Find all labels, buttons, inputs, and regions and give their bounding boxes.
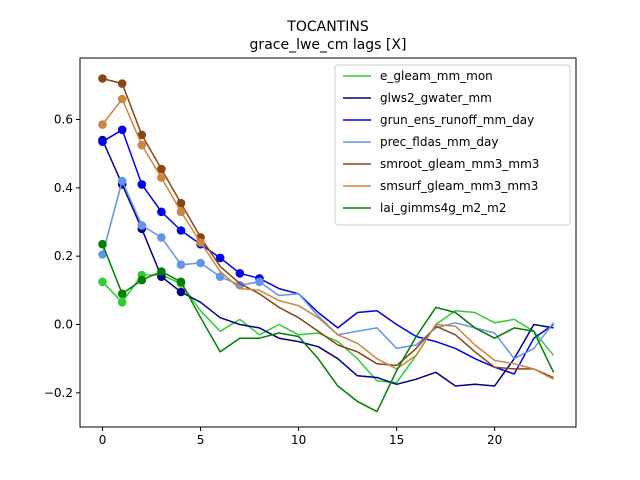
- data-point-e_gleam_mm_mon: [98, 277, 107, 287]
- y-tick-label: 0.0: [54, 318, 73, 332]
- legend: e_gleam_mm_mon glws2_gwater_mm grun_ens_ru…: [334, 64, 571, 226]
- series-line-e_gleam_mm_mon: [101, 274, 555, 384]
- legend-label-grun_ens_runoff_mm_day: grun_ens_runoff_mm_day: [380, 113, 534, 127]
- data-point-grun_ens_runoff_mm_day: [157, 207, 166, 217]
- x-tick-label: 10: [291, 433, 306, 447]
- data-point-smsurf_gleam_mm3_mm3: [117, 94, 127, 104]
- y-tick-label: 0.2: [54, 249, 73, 263]
- data-point-grun_ens_runoff_mm_day: [137, 180, 147, 189]
- legend-box: [334, 64, 571, 226]
- data-point-grun_ens_runoff_mm_day: [176, 226, 186, 235]
- data-point-smroot_gleam_mm3_mm3: [117, 79, 127, 88]
- series-line-lai_gimms4g_m2_m2: [101, 243, 555, 413]
- data-point-lai_gimms4g_m2_m2: [176, 277, 186, 287]
- x-tick-label: 5: [197, 433, 205, 447]
- data-point-smroot_gleam_mm3_mm3: [176, 198, 186, 208]
- data-point-smsurf_gleam_mm3_mm3: [196, 238, 205, 247]
- series-line-grun_ens_runoff_mm_day: [102, 129, 554, 375]
- legend-label-lai_gimms4g_m2_m2: lai_gimms4g_m2_m2: [380, 201, 507, 215]
- axes-layer: 0 5 10 15 20 −0.2 0.0 0.2 0.4 0.6: [44, 57, 577, 447]
- x-tick-label: 15: [389, 433, 404, 447]
- plot-frame: [79, 57, 577, 428]
- y-tick-label: −0.2: [44, 386, 73, 400]
- data-point-lai_gimms4g_m2_m2: [98, 239, 107, 249]
- legend-label-glws2_gwater_mm: glws2_gwater_mm: [380, 91, 492, 105]
- y-tick-label: 0.4: [54, 181, 73, 195]
- data-point-smroot_gleam_mm3_mm3: [98, 74, 107, 83]
- data-point-glws2_gwater_mm: [176, 287, 186, 297]
- data-point-prec_fldas_mm_day: [137, 221, 147, 230]
- data-point-smsurf_gleam_mm3_mm3: [98, 120, 107, 129]
- data-point-smroot_gleam_mm3_mm3: [137, 130, 147, 140]
- data-point-smsurf_gleam_mm3_mm3: [157, 173, 166, 182]
- data-point-prec_fldas_mm_day: [215, 272, 225, 282]
- data-point-grun_ens_runoff_mm_day: [215, 253, 225, 263]
- data-point-prec_fldas_mm_day: [157, 233, 166, 242]
- series-line-smsurf_gleam_mm3_mm3: [101, 98, 554, 380]
- legend-label-smroot_gleam_mm3_mm3: smroot_gleam_mm3_mm3: [380, 157, 539, 171]
- data-point-grun_ens_runoff_mm_day: [235, 269, 245, 278]
- chart-title: TOCANTINS: [286, 19, 369, 35]
- y-tick-label: 0.6: [54, 113, 73, 127]
- data-point-smsurf_gleam_mm3_mm3: [176, 207, 186, 217]
- data-point-smsurf_gleam_mm3_mm3: [137, 140, 147, 150]
- series-layer: [98, 74, 555, 413]
- data-point-e_gleam_mm_mon: [117, 298, 127, 307]
- x-tick-label: 0: [99, 433, 107, 447]
- data-point-lai_gimms4g_m2_m2: [137, 275, 147, 285]
- data-point-prec_fldas_mm_day: [176, 260, 186, 270]
- data-point-grun_ens_runoff_mm_day: [98, 137, 107, 146]
- data-point-lai_gimms4g_m2_m2: [117, 289, 127, 299]
- x-tick-label: 20: [487, 433, 502, 447]
- data-point-smroot_gleam_mm3_mm3: [157, 164, 166, 174]
- legend-label-smsurf_gleam_mm3_mm3: smsurf_gleam_mm3_mm3: [380, 179, 538, 193]
- legend-label-e_gleam_mm_mon: e_gleam_mm_mon: [380, 69, 493, 83]
- series-line-smroot_gleam_mm3_mm3: [102, 77, 554, 379]
- data-point-lai_gimms4g_m2_m2: [157, 267, 166, 276]
- data-point-prec_fldas_mm_day: [255, 277, 264, 287]
- data-point-prec_fldas_mm_day: [98, 250, 107, 259]
- chart-subtitle: grace_lwe_cm lags [X]: [250, 37, 407, 53]
- legend-label-prec_fldas_mm_day: prec_fldas_mm_day: [380, 135, 499, 149]
- data-point-prec_fldas_mm_day: [196, 258, 205, 268]
- data-point-grun_ens_runoff_mm_day: [117, 125, 127, 135]
- data-point-prec_fldas_mm_day: [117, 176, 127, 186]
